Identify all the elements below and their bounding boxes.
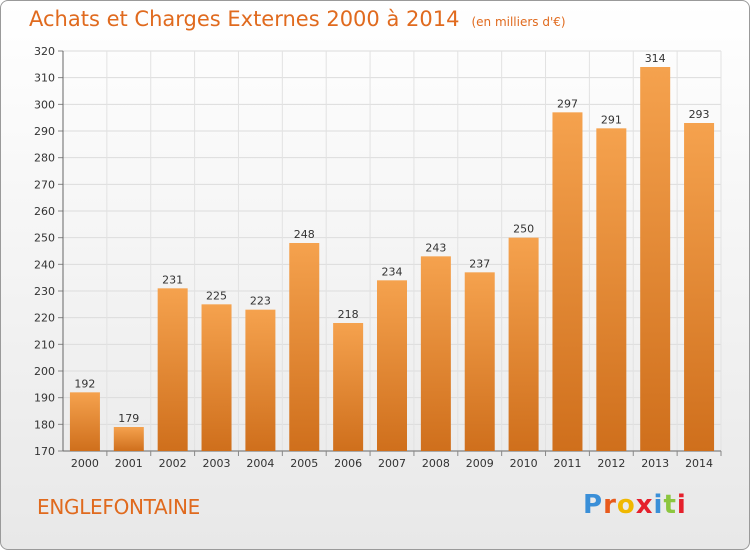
bar-value-label: 314 — [645, 52, 666, 65]
y-tick-label: 280 — [34, 152, 55, 165]
chart-title: Achats et Charges Externes 2000 à 2014 (e… — [29, 7, 566, 31]
bar-value-label: 291 — [601, 113, 622, 126]
logo-letter: P — [583, 490, 604, 520]
y-tick-label: 180 — [34, 418, 55, 431]
bars — [69, 67, 715, 451]
y-tick-label: 230 — [34, 285, 55, 298]
chart-title-text: Achats et Charges Externes 2000 à 2014 — [29, 7, 460, 31]
labels: 170 180 190 200 210 220 230 240 250 260 270 280 290 3… — [34, 45, 713, 470]
bar-value-label: 179 — [118, 412, 139, 425]
x-tick-label: 2000 — [71, 457, 99, 470]
x-tick-label: 2008 — [422, 457, 450, 470]
bar-2011 — [552, 112, 583, 451]
bar-value-label: 293 — [689, 108, 710, 121]
x-tick-label: 2006 — [334, 457, 362, 470]
x-tick-label: 2004 — [246, 457, 274, 470]
y-tick-label: 170 — [34, 445, 55, 458]
y-tick-label: 200 — [34, 365, 55, 378]
logo-letter: o — [616, 490, 636, 520]
bar-2004 — [245, 309, 276, 451]
logo-letter: t — [663, 490, 677, 520]
bar-2010 — [508, 237, 539, 451]
x-tick-label: 2003 — [203, 457, 231, 470]
x-tick-label: 2001 — [115, 457, 143, 470]
bar-value-label: 192 — [74, 377, 95, 390]
bar-2002 — [157, 288, 188, 451]
bar-2014 — [684, 123, 715, 451]
y-tick-label: 320 — [34, 45, 55, 58]
bar-2009 — [464, 272, 495, 451]
bar-value-label: 223 — [250, 295, 271, 308]
x-tick-label: 2002 — [159, 457, 187, 470]
x-tick-label: 2012 — [597, 457, 625, 470]
y-tick-label: 220 — [34, 312, 55, 325]
y-tick-label: 190 — [34, 392, 55, 405]
proxiti-logo: Proxiti — [583, 490, 687, 520]
y-tick-label: 310 — [34, 72, 55, 85]
bar-value-label: 248 — [294, 228, 315, 241]
bar-2006 — [333, 323, 364, 451]
bar-2007 — [377, 280, 407, 451]
y-tick-label: 260 — [34, 205, 55, 218]
bar-2000 — [69, 392, 100, 451]
x-tick-label: 2011 — [553, 457, 581, 470]
bar-value-label: 234 — [382, 265, 403, 278]
bar-2001 — [113, 427, 144, 451]
bar-value-label: 231 — [162, 273, 183, 286]
bar-value-label: 225 — [206, 289, 227, 302]
y-tick-label: 250 — [34, 232, 55, 245]
logo-letter: x — [635, 490, 654, 520]
bar-2005 — [289, 243, 320, 451]
y-tick-label: 240 — [34, 258, 55, 271]
logo-letter: i — [653, 490, 664, 520]
bar-value-label: 218 — [338, 308, 359, 321]
y-tick-label: 300 — [34, 98, 55, 111]
bar-2013 — [640, 67, 671, 451]
bar-2012 — [596, 128, 627, 451]
x-tick-label: 2007 — [378, 457, 406, 470]
bar-value-label: 297 — [557, 97, 578, 110]
bar-value-label: 243 — [425, 241, 446, 254]
bar-value-label: 237 — [469, 257, 490, 270]
y-tick-label: 290 — [34, 125, 55, 138]
chart-subtitle: (en milliers d'€) — [471, 15, 566, 29]
x-tick-label: 2013 — [641, 457, 669, 470]
x-tick-label: 2005 — [290, 457, 318, 470]
bar-2008 — [420, 256, 451, 451]
x-tick-label: 2009 — [466, 457, 494, 470]
logo-letter: i — [676, 490, 687, 520]
x-tick-label: 2014 — [685, 457, 713, 470]
bar-2003 — [201, 304, 232, 451]
y-tick-label: 270 — [34, 178, 55, 191]
commune-name: ENGLEFONTAINE — [37, 495, 201, 519]
logo-letter: r — [603, 490, 617, 520]
bar-value-label: 250 — [513, 223, 534, 236]
y-tick-label: 210 — [34, 338, 55, 351]
x-tick-label: 2010 — [510, 457, 538, 470]
